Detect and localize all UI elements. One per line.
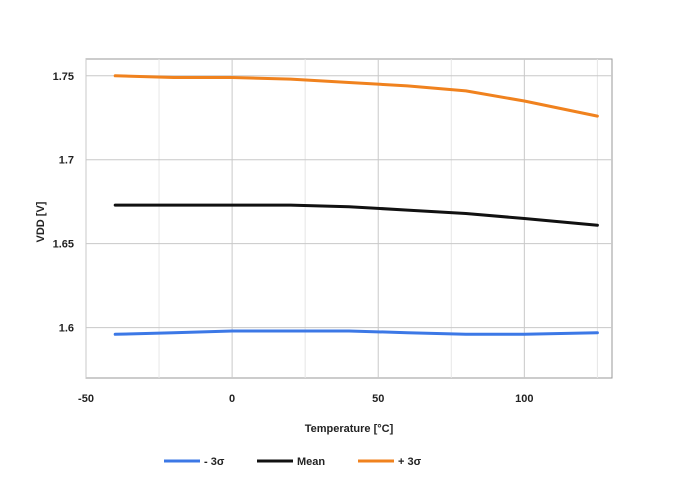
grid [85,59,612,378]
legend: - 3σ Mean + 3σ [164,456,422,468]
x-tick-label: 100 [515,393,533,405]
y-tick-label: 1.65 [53,239,74,251]
y-tick-label: 1.6 [59,323,74,335]
x-tick-label: -50 [78,393,94,405]
legend-label-0: - 3σ [204,456,225,468]
x-axis-title: Temperature [°C] [305,423,394,435]
legend-label-1: Mean [297,456,325,468]
y-tick-label: 1.75 [53,71,74,83]
y-axis-title: VDD [V] [35,201,47,242]
x-tick-label: 50 [372,393,384,405]
x-tick-label: 0 [229,393,235,405]
y-tick-label: 1.7 [59,155,74,167]
legend-label-2: + 3σ [398,456,422,468]
